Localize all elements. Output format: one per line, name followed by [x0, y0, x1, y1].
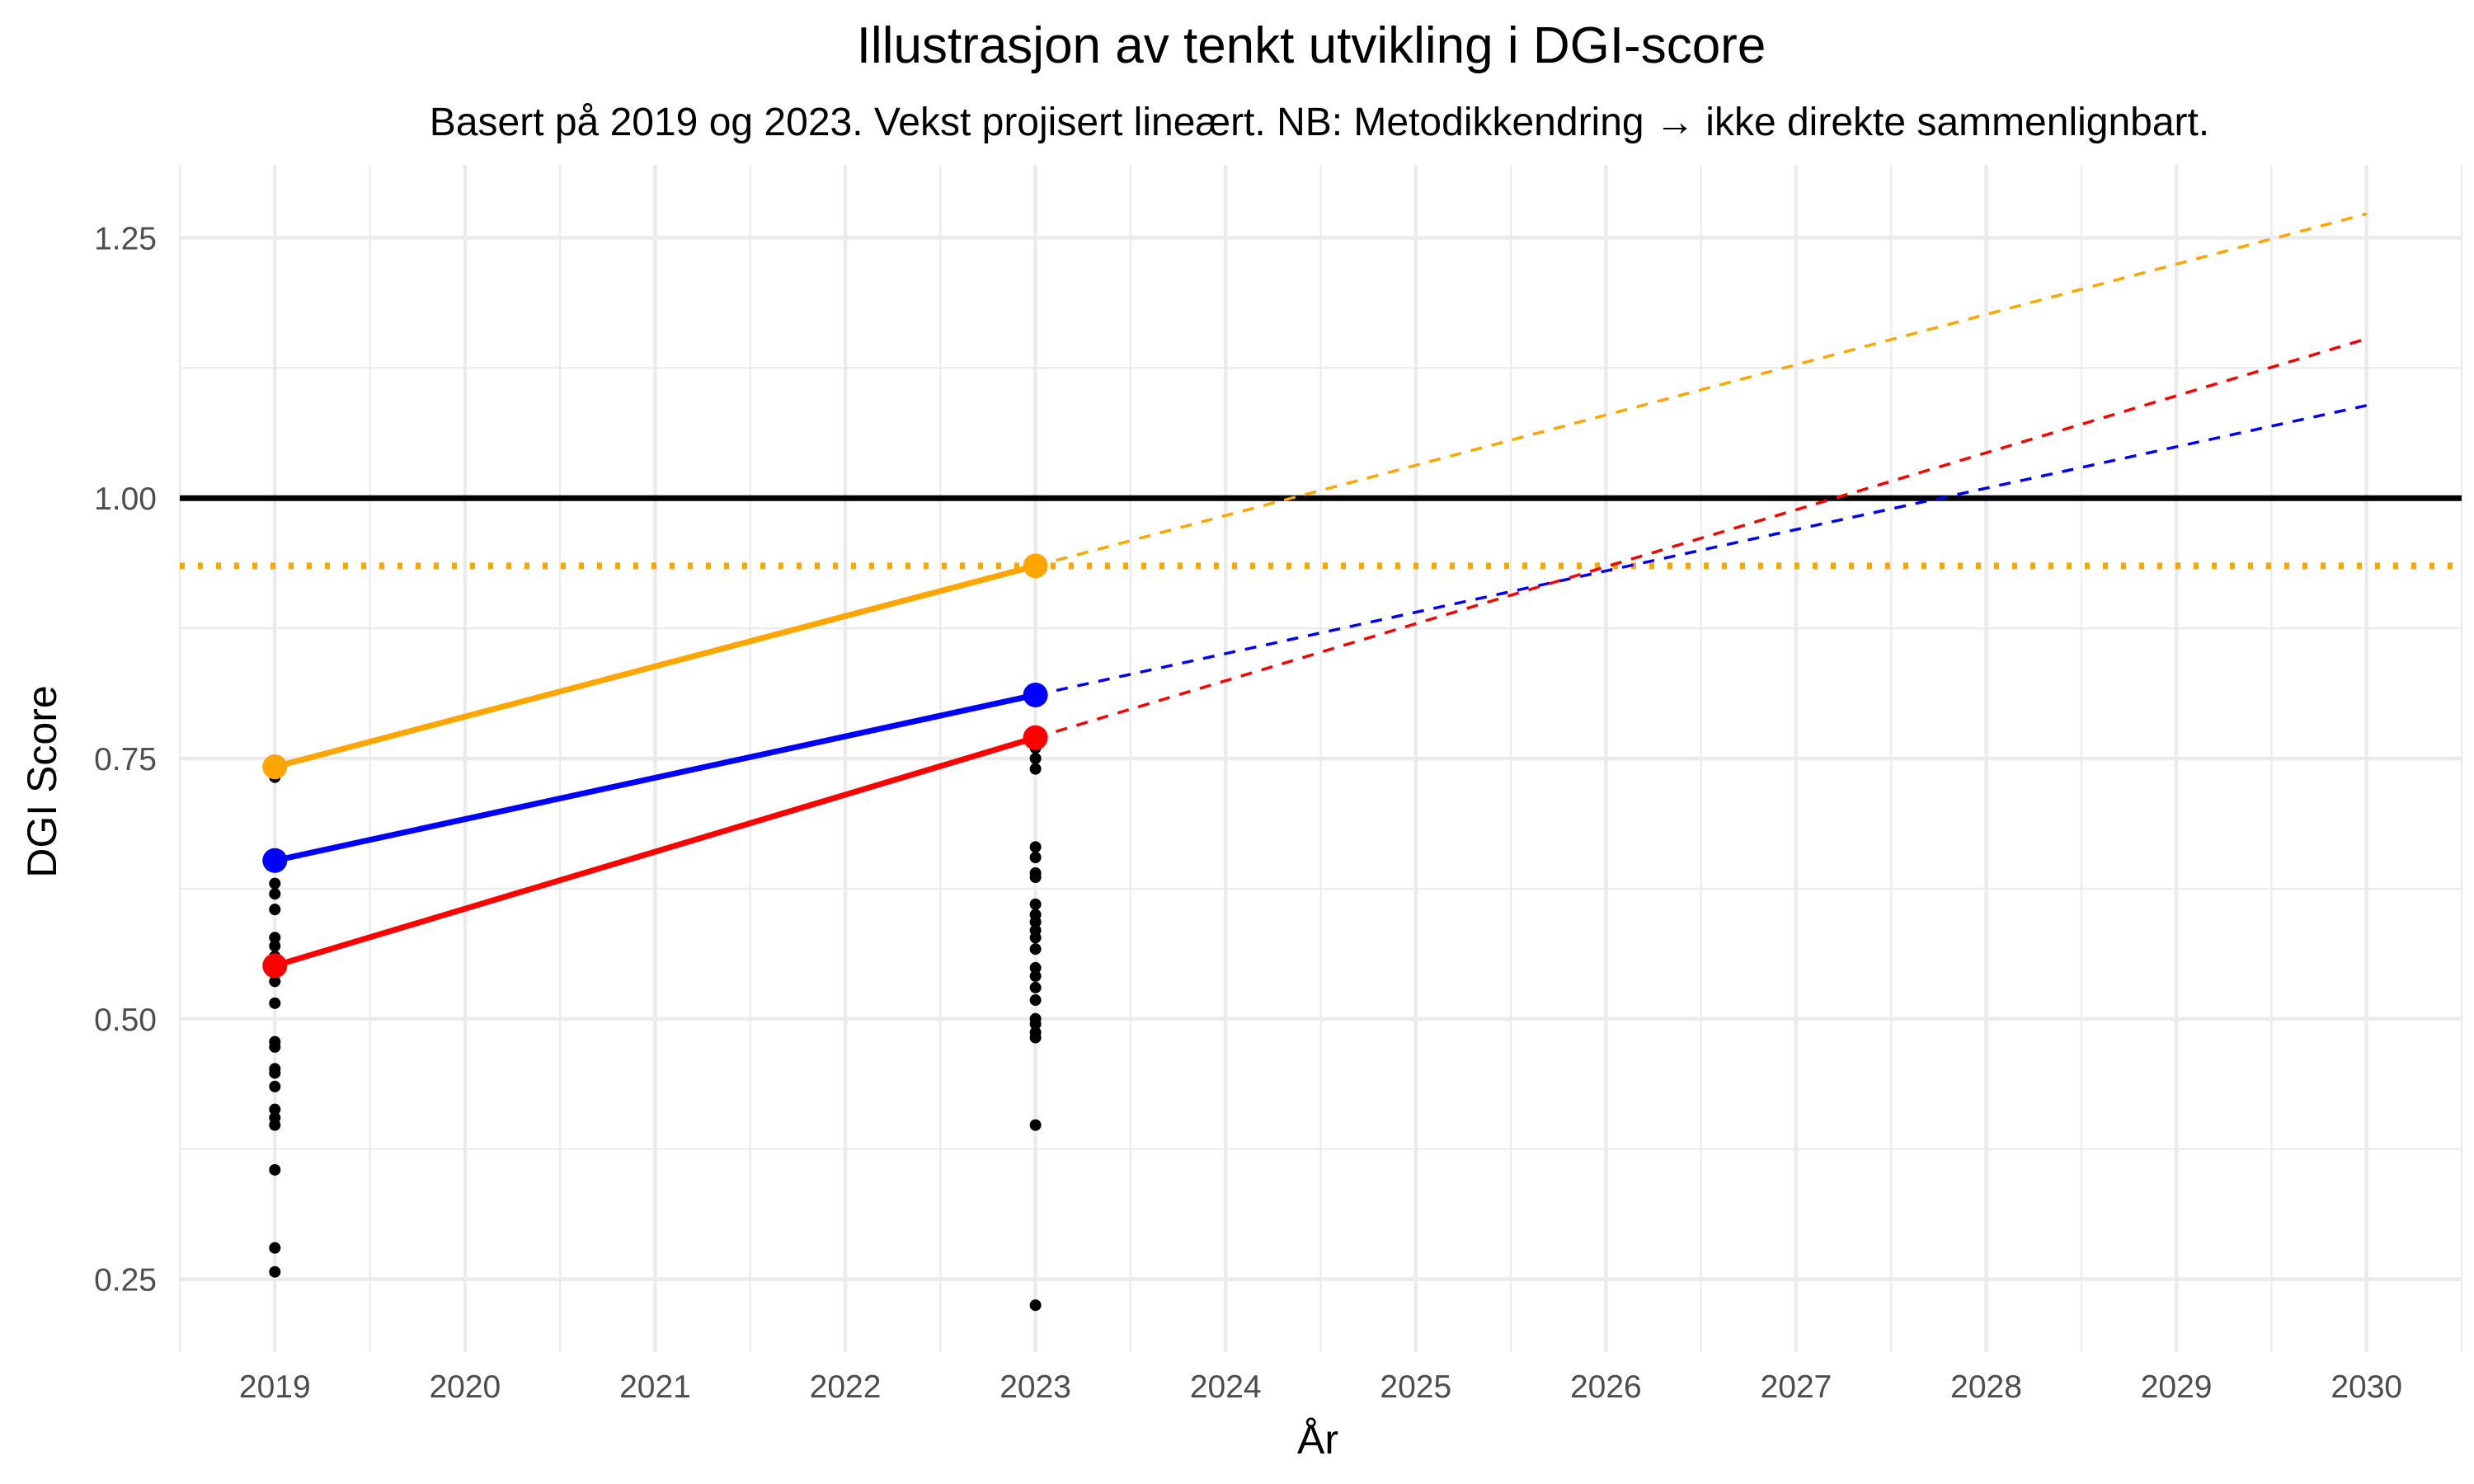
- series-line: [271, 692, 1039, 864]
- scatter-point: [1029, 961, 1042, 974]
- scatter-point: [1029, 753, 1042, 764]
- scatter-point: [1029, 932, 1042, 944]
- series-projection-line: [1035, 337, 2368, 740]
- series-lines: [262, 212, 2368, 979]
- y-tick-label: 0.50: [94, 1003, 157, 1038]
- chart-title: Illustrasjon av tenkt utvikling i DGI-sc…: [857, 17, 1766, 74]
- series-line: [271, 562, 1039, 770]
- scatter-point: [1029, 1299, 1042, 1312]
- x-tick-label: 2023: [999, 1369, 1071, 1405]
- series-point: [1023, 682, 1048, 707]
- scatter-point: [1029, 1119, 1042, 1131]
- scatter-point: [269, 888, 281, 900]
- x-tick-label: 2028: [1950, 1369, 2022, 1405]
- scatter-point: [269, 1080, 281, 1092]
- reference-lines: [180, 495, 2462, 570]
- scatter-point: [1029, 1018, 1042, 1031]
- y-axis-tick-labels: 0.25 0.50 0.75 1.00 1.25: [94, 221, 157, 1298]
- x-tick-label: 2020: [429, 1369, 501, 1405]
- scatter-point: [1029, 970, 1042, 982]
- scatter-point: [269, 1040, 281, 1053]
- y-tick-label: 1.00: [94, 481, 157, 517]
- scatter-point: [269, 932, 281, 944]
- grid: [178, 165, 2463, 1352]
- x-tick-label: 2029: [2141, 1369, 2213, 1405]
- scatter-point: [269, 1163, 281, 1176]
- scatter-point: [269, 1119, 281, 1131]
- scatter-point: [269, 997, 281, 1009]
- x-tick-label: 2025: [1380, 1369, 1451, 1405]
- x-tick-label: 2022: [810, 1369, 882, 1405]
- series-projection-line: [1035, 212, 2368, 568]
- x-tick-label: 2021: [619, 1369, 691, 1405]
- scatter-point: [269, 904, 281, 916]
- series-point: [1023, 553, 1048, 579]
- y-tick-label: 0.75: [94, 742, 157, 777]
- series-line: [271, 735, 1039, 969]
- x-axis-tick-labels: 2019 2020 2021 2022 2023 2024 2025 2026 2027 2028…: [239, 1369, 2402, 1405]
- scatter-point: [1029, 852, 1042, 863]
- y-tick-label: 1.25: [94, 221, 157, 256]
- x-axis-label: År: [1297, 1416, 1338, 1463]
- scatter-point: [1029, 943, 1042, 956]
- scatter-point: [269, 1266, 281, 1278]
- scatter-point: [1029, 981, 1042, 993]
- scatter-point: [1029, 841, 1042, 853]
- scatter-point: [1029, 994, 1042, 1007]
- scatter-point: [269, 1242, 281, 1254]
- scatter-point: [269, 975, 281, 988]
- scatter-point: [1029, 916, 1042, 928]
- scatter-point: [269, 877, 281, 890]
- scatter-point: [1029, 763, 1042, 775]
- x-tick-label: 2026: [1570, 1369, 1642, 1405]
- chart-subtitle: Basert på 2019 og 2023. Vekst projisert …: [430, 101, 2209, 144]
- series-point: [1023, 725, 1048, 750]
- y-tick-label: 0.25: [94, 1263, 157, 1298]
- scatter-point: [1029, 871, 1042, 883]
- x-tick-label: 2024: [1190, 1369, 1262, 1405]
- scatter-point: [269, 1067, 281, 1079]
- scatter-point: [1029, 898, 1042, 910]
- series-point: [262, 848, 288, 873]
- scatter-point: [269, 940, 281, 952]
- series-point: [262, 953, 288, 979]
- scatter-point: [1029, 1031, 1042, 1044]
- x-tick-label: 2030: [2331, 1369, 2402, 1405]
- x-tick-label: 2019: [239, 1369, 311, 1405]
- y-axis-label: DGI Score: [19, 685, 65, 877]
- series-point: [262, 754, 288, 780]
- scatter-point: [269, 1103, 281, 1115]
- x-tick-label: 2027: [1761, 1369, 1832, 1405]
